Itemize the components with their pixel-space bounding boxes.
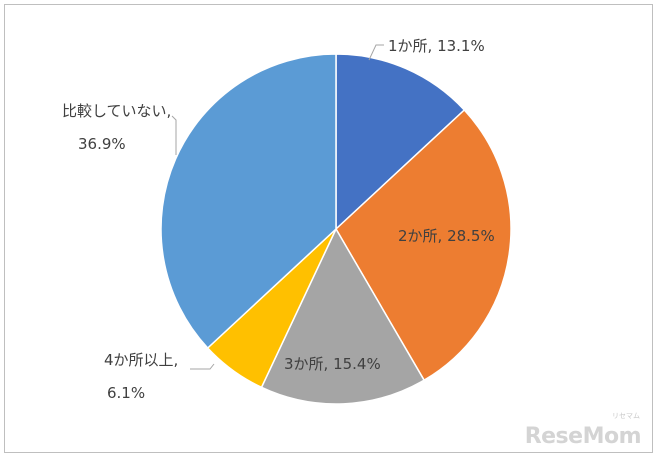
slice-label-4-plus-places-percent: 6.1% <box>107 384 145 402</box>
pie-slice-3-places <box>260 227 426 405</box>
watermark-logo: ReseMom <box>524 424 642 449</box>
slice-label-1-place: 1か所, 13.1% <box>388 37 485 55</box>
pie-slices <box>160 53 512 405</box>
pie-slice-not-compared <box>160 53 337 350</box>
slice-label-not-compared: 比較していない, <box>62 102 171 120</box>
pie-slice-1-place <box>335 53 466 231</box>
slice-label-2-places: 2か所, 28.5% <box>398 227 495 245</box>
leader-lines <box>171 44 384 370</box>
pie-slice-2-places <box>335 108 512 382</box>
slice-label-3-places: 3か所, 15.4% <box>284 355 381 373</box>
slice-label-not-compared-percent: 36.9% <box>78 135 126 153</box>
leader-line-1-place <box>368 44 384 61</box>
watermark-kana: リセマム <box>612 412 640 420</box>
slice-label-4-plus-places: 4か所以上, <box>104 351 178 369</box>
leader-line-not-compared <box>171 115 177 155</box>
leader-line-4-plus-places <box>190 363 215 370</box>
